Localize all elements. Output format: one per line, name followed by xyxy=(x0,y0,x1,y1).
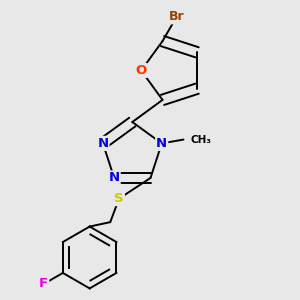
Text: N: N xyxy=(109,172,120,184)
Text: CH₃: CH₃ xyxy=(191,135,212,145)
Text: Br: Br xyxy=(169,11,184,23)
Text: S: S xyxy=(114,192,124,205)
Text: F: F xyxy=(39,278,48,290)
Text: O: O xyxy=(136,64,147,77)
Text: N: N xyxy=(156,137,167,150)
Text: N: N xyxy=(98,137,109,150)
